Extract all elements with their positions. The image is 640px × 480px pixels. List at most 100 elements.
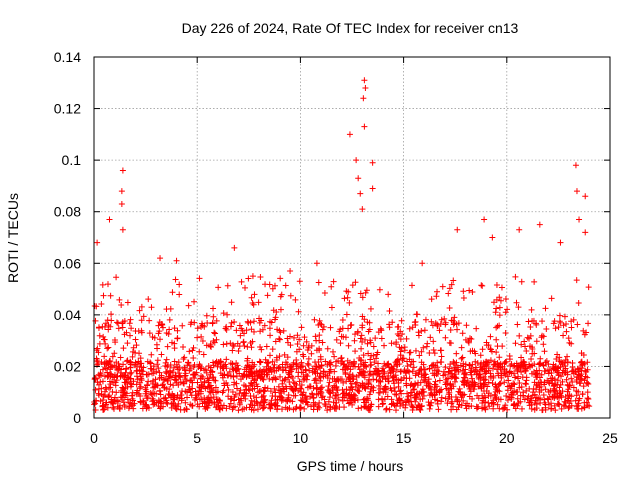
- data-point: [207, 342, 214, 349]
- data-point: [264, 385, 271, 392]
- data-point: [504, 383, 511, 390]
- data-point: [518, 341, 525, 348]
- data-point: [266, 352, 273, 359]
- data-point: [363, 287, 370, 294]
- data-point: [312, 333, 319, 340]
- data-point: [572, 162, 579, 169]
- data-point: [269, 346, 276, 353]
- data-point: [461, 377, 468, 384]
- data-point: [406, 369, 413, 375]
- data-point: [298, 381, 305, 388]
- data-point: [573, 277, 580, 284]
- data-point: [434, 400, 441, 407]
- data-point: [462, 336, 469, 343]
- data-point: [332, 362, 339, 369]
- data-point: [395, 323, 402, 330]
- data-point: [551, 402, 558, 409]
- data-point: [333, 336, 340, 343]
- data-point: [120, 385, 127, 392]
- data-point: [198, 333, 205, 340]
- data-point: [338, 376, 345, 383]
- data-point: [453, 367, 460, 374]
- data-point: [277, 373, 284, 380]
- data-point: [347, 366, 354, 373]
- data-point: [533, 386, 540, 393]
- data-point: [560, 332, 567, 339]
- data-point: [194, 325, 201, 332]
- data-point: [324, 345, 331, 352]
- data-point: [344, 357, 351, 364]
- data-point: [203, 342, 210, 349]
- data-point: [127, 370, 134, 377]
- data-point: [108, 396, 115, 403]
- data-point: [515, 373, 522, 380]
- data-point: [493, 305, 500, 312]
- data-point: [98, 300, 105, 307]
- data-point: [483, 362, 490, 369]
- data-point: [502, 296, 509, 303]
- data-point: [281, 376, 288, 383]
- data-point: [235, 365, 242, 372]
- data-point: [393, 357, 400, 364]
- data-point: [227, 323, 234, 330]
- data-point: [520, 389, 527, 396]
- data-point: [281, 388, 288, 395]
- data-point: [172, 372, 179, 379]
- data-point: [354, 387, 361, 394]
- data-point: [104, 345, 111, 352]
- data-point: [410, 386, 417, 393]
- data-point: [223, 405, 230, 412]
- data-point: [333, 384, 340, 391]
- data-point: [199, 374, 206, 381]
- data-point: [544, 395, 551, 402]
- data-point: [297, 364, 304, 371]
- data-point: [242, 284, 249, 291]
- data-point: [165, 373, 172, 380]
- data-point: [99, 323, 106, 330]
- data-point: [580, 327, 587, 334]
- data-point: [449, 398, 456, 405]
- data-point: [404, 358, 411, 365]
- data-point: [389, 374, 396, 381]
- data-point: [188, 377, 195, 384]
- data-point: [373, 355, 380, 362]
- data-point: [536, 361, 543, 368]
- data-point: [177, 406, 184, 413]
- data-point: [109, 353, 116, 360]
- data-point: [276, 387, 283, 394]
- data-point: [229, 347, 236, 354]
- data-point: [359, 324, 366, 331]
- y-tick-label: 0.1: [62, 152, 82, 168]
- data-point: [337, 326, 344, 333]
- data-point: [213, 396, 220, 403]
- data-point: [419, 386, 426, 393]
- data-point: [381, 342, 388, 349]
- data-point: [330, 399, 337, 406]
- data-point: [496, 304, 503, 311]
- data-point: [119, 396, 126, 403]
- data-point: [351, 331, 358, 338]
- data-point: [469, 379, 476, 386]
- data-point: [211, 329, 218, 336]
- data-point: [149, 333, 156, 340]
- data-point: [527, 324, 534, 331]
- data-point: [379, 374, 386, 381]
- data-point: [216, 406, 223, 413]
- data-point: [395, 332, 402, 339]
- data-point: [353, 157, 360, 164]
- data-point: [170, 382, 177, 389]
- data-point: [349, 372, 356, 379]
- data-point: [428, 318, 435, 325]
- data-point: [493, 349, 500, 356]
- data-point: [579, 391, 586, 398]
- data-point: [362, 289, 369, 296]
- data-point: [352, 279, 359, 286]
- data-point: [396, 361, 403, 368]
- data-point: [512, 340, 519, 347]
- scatter-points: [91, 77, 593, 414]
- data-point: [372, 335, 379, 342]
- data-point: [518, 278, 525, 285]
- data-point: [215, 284, 222, 291]
- data-point: [245, 275, 252, 282]
